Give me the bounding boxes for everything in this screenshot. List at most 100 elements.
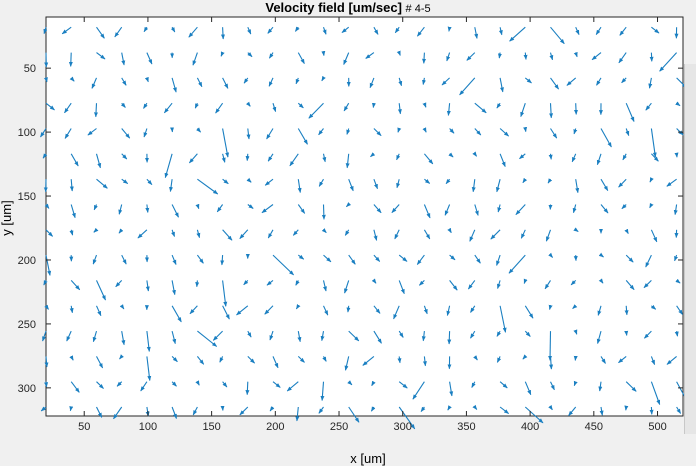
velocity-arrow (676, 305, 683, 315)
velocity-arrow (496, 254, 501, 266)
velocity-arrow (297, 128, 308, 145)
velocity-arrow (574, 103, 578, 115)
velocity-arrow (91, 77, 98, 89)
velocity-arrow (286, 381, 299, 392)
velocity-arrow (146, 356, 152, 381)
velocity-arrow (473, 355, 478, 361)
velocity-arrow (66, 330, 72, 342)
velocity-arrow (344, 280, 350, 294)
velocity-arrow (548, 304, 553, 310)
velocity-arrow (45, 102, 55, 111)
velocity-arrow (423, 153, 434, 165)
velocity-arrow (96, 356, 104, 369)
velocity-arrow (398, 77, 403, 87)
velocity-arrow (272, 356, 279, 369)
y-axis-label: y [um] (0, 200, 14, 235)
velocity-arrow (243, 77, 249, 84)
velocity-arrow (171, 204, 179, 218)
velocity-arrow (96, 26, 105, 39)
velocity-arrow (416, 254, 425, 265)
x-axis: 50 100 150 200 250 300 350 400 450 500 (78, 17, 667, 433)
velocity-arrow (490, 229, 501, 240)
velocity-arrow (69, 229, 74, 236)
velocity-arrow (618, 355, 627, 364)
velocity-arrow (245, 101, 251, 107)
velocity-arrow (422, 127, 427, 133)
x-tick-label: 400 (521, 421, 539, 433)
velocity-arrow (472, 151, 478, 157)
velocity-arrow (121, 178, 129, 185)
velocity-arrow (496, 102, 502, 109)
velocity-arrow (295, 77, 300, 85)
velocity-arrow (171, 280, 176, 296)
velocity-arrow (447, 227, 452, 234)
velocity-arrow (222, 229, 233, 241)
velocity-arrow (369, 77, 375, 89)
velocity-arrow (348, 254, 356, 265)
velocity-arrow (121, 128, 131, 139)
velocity-arrow (196, 356, 205, 365)
velocity-arrow (394, 229, 400, 240)
velocity-arrow (499, 406, 509, 415)
velocity-arrow (600, 204, 609, 214)
velocity-arrow (472, 404, 478, 410)
velocity-arrow (496, 330, 501, 337)
velocity-arrow (222, 381, 228, 388)
velocity-arrow (625, 381, 637, 392)
velocity-arrow (43, 280, 48, 286)
vertical-scrollbar[interactable] (684, 64, 696, 434)
velocity-arrow (188, 26, 198, 38)
velocity-arrow (96, 178, 108, 189)
velocity-arrow (622, 153, 627, 161)
velocity-arrow (423, 229, 431, 240)
velocity-arrow (422, 77, 426, 85)
velocity-arrow (659, 52, 678, 72)
velocity-arrow (121, 77, 127, 86)
velocity-arrow (419, 280, 425, 286)
velocity-arrow (212, 330, 223, 341)
velocity-arrow (95, 153, 102, 169)
y-tick-label: 200 (18, 255, 36, 267)
velocity-arrow (624, 305, 629, 316)
velocity-arrow (446, 52, 451, 62)
velocity-arrow (96, 280, 106, 301)
y-tick-label: 250 (18, 319, 36, 331)
velocity-arrow (649, 177, 654, 183)
velocity-arrow (596, 153, 602, 166)
velocity-arrow (171, 305, 182, 323)
velocity-arrow (650, 381, 661, 405)
plot-area (45, 16, 684, 417)
velocity-arrow (297, 356, 305, 363)
x-tick-label: 500 (648, 421, 666, 433)
x-tick-label: 350 (457, 421, 475, 433)
velocity-arrow (146, 52, 153, 65)
velocity-arrow (470, 305, 476, 313)
velocity-arrow (396, 179, 401, 189)
velocity-arrow (40, 128, 47, 138)
velocity-arrow (449, 280, 458, 291)
velocity-arrow (70, 280, 81, 291)
y-axis: 50 100 150 200 250 300 (18, 63, 683, 395)
velocity-arrow (196, 254, 204, 264)
velocity-arrow (573, 329, 578, 335)
velocity-arrow (322, 356, 327, 362)
velocity-arrow (550, 128, 558, 139)
velocity-arrow (497, 204, 502, 213)
velocity-arrow (221, 153, 226, 163)
velocity-arrow (44, 304, 49, 310)
velocity-arrow (295, 406, 300, 422)
velocity-arrow (474, 204, 479, 216)
velocity-arrow (398, 406, 416, 430)
velocity-arrow (596, 77, 602, 86)
velocity-arrow (294, 26, 300, 32)
velocity-arrow (245, 381, 250, 396)
velocity-arrow (295, 304, 301, 310)
velocity-arrow (297, 52, 305, 65)
velocity-arrow (239, 406, 249, 416)
velocity-arrow (145, 204, 150, 213)
velocity-arrow (598, 252, 604, 258)
x-tick-label: 300 (394, 421, 412, 433)
velocity-arrow (474, 27, 479, 39)
velocity-arrow (323, 254, 332, 263)
velocity-arrow (550, 381, 555, 391)
